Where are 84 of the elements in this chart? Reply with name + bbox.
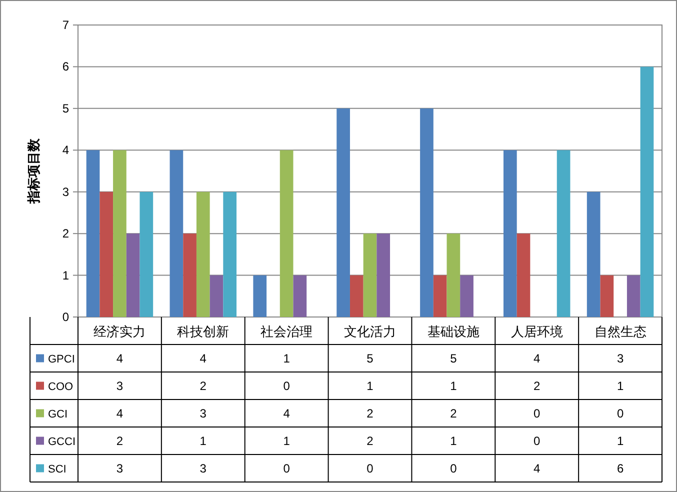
legend-label: GCCI [48,436,76,448]
bar [640,66,654,317]
data-label: 6 [616,461,624,476]
data-label: 1 [450,434,458,448]
data-label: 4 [116,406,124,420]
data-label: 0 [283,461,290,476]
y-tick-label: 6 [62,60,70,74]
bar [183,234,196,317]
bar [140,192,154,317]
x-tick-label: 社会治理 [260,324,313,339]
y-tick-label: 7 [62,18,70,32]
bar [210,275,224,317]
data-label: 5 [450,351,458,366]
data-label: 3 [616,351,624,366]
data-label: 2 [534,378,541,393]
data-label: 3 [116,461,124,476]
y-axis-title: 指标项目数 [26,138,41,204]
bar [86,150,100,317]
bar [420,108,434,317]
legend-label: SCI [48,463,66,476]
data-label: 0 [616,406,624,420]
bar [113,150,126,317]
bar [293,275,307,317]
legend-label: GPCI [48,353,75,366]
data-label: 4 [534,461,541,476]
data-label: 1 [366,378,374,393]
data-label: 2 [366,434,374,448]
data-label: 1 [283,434,290,448]
data-label: 4 [200,351,207,366]
data-label: 0 [534,434,541,448]
data-label: 3 [116,378,124,393]
bar [586,192,600,317]
data-label: 4 [534,351,541,366]
x-tick-label: 经济实力 [94,324,146,339]
x-tick-label: 自然生态 [594,324,646,339]
x-tick-label: 文化活力 [344,324,396,339]
bar [350,275,364,317]
data-label: 2 [366,406,374,420]
data-label: 1 [450,378,458,393]
y-tick-label: 3 [62,184,70,199]
bar [223,192,237,317]
bar [503,150,517,317]
data-label: 1 [616,378,624,393]
bar [253,275,267,317]
data-label: 1 [200,434,207,448]
x-tick-label: 人居环境 [510,324,563,339]
x-tick-label: 基础设施 [427,324,480,339]
bar [516,234,530,317]
bar [100,192,114,317]
data-label: 3 [200,406,207,420]
bar [196,192,210,317]
y-tick-label: 4 [62,143,70,158]
bar [376,234,390,317]
bar [556,150,570,317]
bar [626,275,640,317]
legend-label: COO [48,380,74,393]
data-label: 2 [200,378,207,393]
bar [600,275,614,317]
data-label: 0 [450,461,458,476]
bar [170,150,184,317]
data-label: 0 [366,461,374,476]
bar [460,275,474,317]
y-tick-label: 1 [62,268,70,282]
data-label: 2 [116,434,124,448]
bar [433,275,447,317]
bar [336,108,350,317]
data-label: 0 [283,378,290,393]
data-label: 1 [616,434,624,448]
data-label: 2 [450,406,458,420]
bar [363,234,377,317]
bar [446,234,460,317]
legend-label: GCI [48,408,68,420]
y-tick-label: 5 [62,101,70,116]
data-label: 4 [116,351,124,366]
data-label: 3 [200,461,207,476]
y-tick-label: 0 [62,310,70,324]
data-label: 4 [283,406,290,420]
data-label: 1 [283,351,290,366]
data-label: 0 [534,406,541,420]
bar [280,150,294,317]
data-label: 5 [366,351,374,366]
bar [126,234,140,317]
x-tick-label: 科技创新 [177,324,230,339]
y-tick-label: 2 [62,226,70,241]
